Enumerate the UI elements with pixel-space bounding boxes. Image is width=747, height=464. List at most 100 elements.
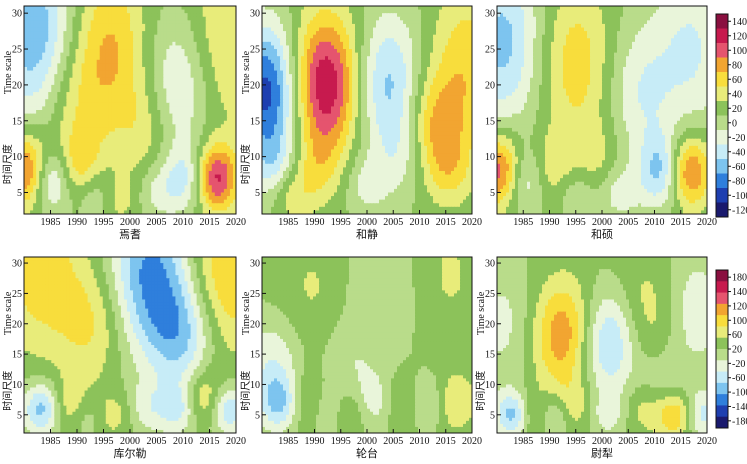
heat-cell [160,142,164,147]
heat-cell [226,81,231,86]
heat-cell [130,49,134,54]
heat-cell [45,106,49,111]
heat-cell [126,95,131,100]
heat-cell [102,174,107,179]
heat-cell [229,63,234,68]
heat-cell [196,92,201,97]
heat-cell [24,84,28,90]
heat-cell [358,20,362,25]
heat-cell [280,20,284,25]
heat-cell [226,38,231,43]
heat-cell [340,9,344,14]
heat-cell [99,74,104,79]
heat-cell [370,6,374,11]
heat-cell [30,120,34,125]
heat-cell [27,16,31,21]
heat-cell [211,167,216,172]
heat-cell [145,192,149,197]
heat-cell [81,196,86,201]
heat-cell [367,34,371,39]
heat-cell [301,45,305,50]
x-tick-label: 2015 [200,217,220,228]
heat-cell [123,113,128,118]
heat-cell [178,185,183,190]
heat-cell [139,178,143,183]
heat-cell [226,102,231,108]
heat-cell [130,120,134,125]
heat-cell [181,88,186,93]
heat-cell [439,41,443,47]
heat-cell [96,127,101,133]
heat-cell [202,27,207,32]
heat-cell [232,138,236,143]
heat-cell [187,81,192,86]
heat-cell [226,13,231,18]
heat-cell [154,131,158,136]
heat-cell [223,156,228,161]
heat-cell [175,49,180,54]
heat-cell [99,113,104,118]
heat-cell [96,110,101,115]
heat-cell [181,138,186,143]
heat-cell [24,74,28,79]
heat-cell [42,153,46,158]
heat-cell [190,95,195,100]
heat-cell [75,153,80,158]
heat-cell [139,181,143,186]
heat-cell [427,9,431,14]
heat-cell [148,181,152,186]
heat-cell [96,170,101,176]
heat-cell [178,52,183,57]
heat-cell [24,41,28,47]
heat-cell [51,88,55,93]
heat-cell [30,23,34,29]
heat-cell [295,49,299,54]
heat-cell [154,203,158,208]
heat-cell [157,38,161,43]
heat-cell [283,34,287,39]
heat-cell [48,13,52,18]
heat-cell [139,88,143,93]
heat-cell [211,56,216,61]
heat-cell [96,145,101,151]
heat-cell [123,203,128,208]
heat-cell [226,59,231,64]
heat-cell [93,170,98,176]
heat-cell [463,38,467,43]
heat-cell [199,70,204,75]
heat-cell [163,88,167,93]
heat-cell [160,84,164,90]
heat-cell [72,63,77,68]
heat-cell [69,63,74,68]
heat-cell [202,16,207,21]
heat-cell [157,99,161,104]
heat-cell [430,38,434,43]
heat-cell [60,188,64,194]
heat-cell [54,156,58,161]
heat-cell [223,45,228,50]
heat-cell [160,31,164,36]
heat-cell [90,178,95,183]
heat-cell [51,138,55,143]
heat-cell [160,27,164,32]
heat-cell [36,34,40,39]
heat-cell [87,117,92,122]
heat-cell [220,178,225,183]
heat-cell [108,63,113,68]
heat-cell [27,138,31,143]
heat-cell [145,145,149,151]
heat-cell [220,120,225,125]
heat-cell [120,9,125,14]
heat-cell [87,131,92,136]
heat-cell [57,16,61,21]
heat-cell [313,45,317,50]
heat-cell [220,34,225,39]
heat-cell [60,203,64,208]
heat-cell [39,124,43,129]
heat-cell [84,49,89,54]
heat-cell [108,138,113,143]
heat-cell [54,66,58,72]
heat-cell [78,145,83,151]
heat-cell [87,6,92,11]
heat-cell [90,13,95,18]
